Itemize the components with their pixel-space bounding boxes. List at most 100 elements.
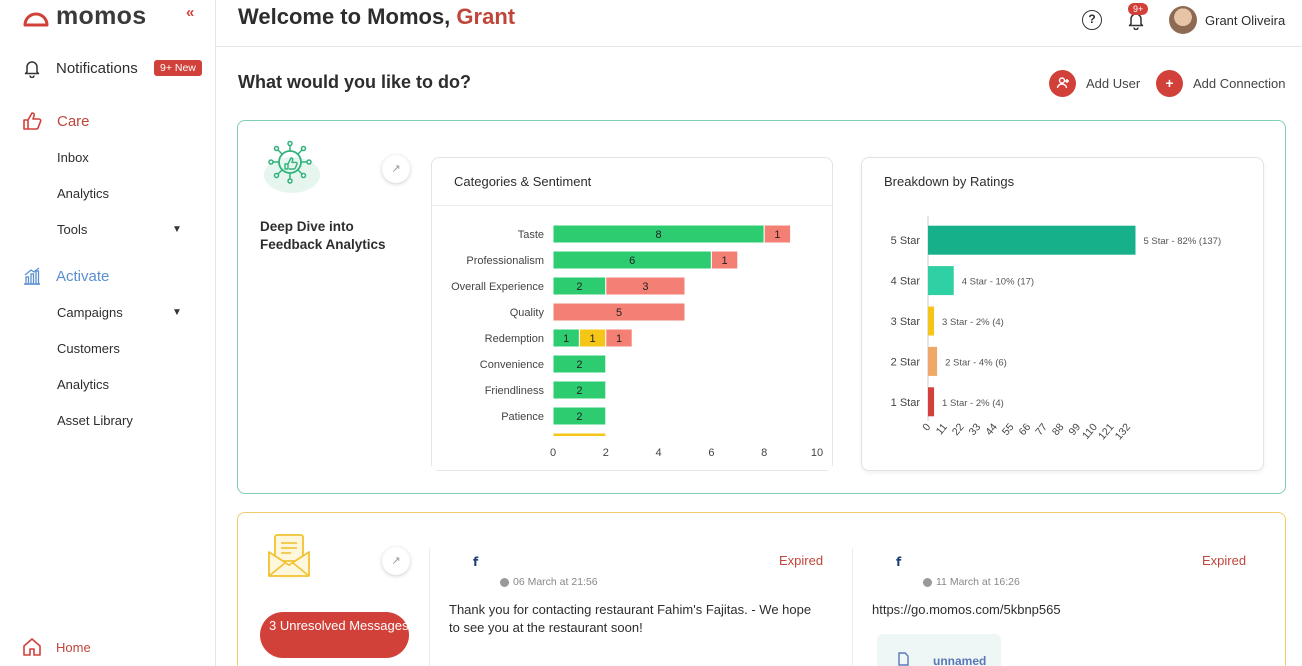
avatar[interactable] — [1169, 6, 1197, 34]
status-badge: Expired — [779, 553, 824, 568]
logo[interactable]: momos — [22, 2, 146, 31]
bar-segment-negative — [605, 328, 633, 348]
bell-icon — [24, 61, 40, 78]
bar-chart-icon — [24, 267, 40, 285]
message-date-text: 06 March at 21:56 — [513, 576, 598, 588]
rating-bar-label: 4 Star - 10% (17) — [962, 277, 1034, 288]
notification-count-badge: 9+ — [1128, 3, 1149, 15]
help-icon[interactable]: ? — [1082, 10, 1102, 30]
sidebar-item-care[interactable]: Care — [22, 111, 90, 131]
bar-segment-positive — [552, 380, 607, 400]
x-tick-label: 88 — [1050, 421, 1067, 438]
x-tick-label: 121 — [1096, 421, 1117, 442]
sidebar-item-home[interactable]: Home — [22, 637, 91, 657]
message-card[interactable] — [852, 548, 1262, 666]
sidebar-item-tools[interactable]: Tools — [57, 222, 88, 237]
sidebar-item-care-analytics[interactable]: Analytics — [57, 186, 110, 201]
sidebar-item-activate-analytics[interactable]: Analytics — [57, 377, 110, 392]
plot-clip-mask — [432, 436, 832, 470]
rating-bar — [928, 266, 954, 296]
feedback-card-title: Deep Dive into Feedback Analytics — [260, 219, 386, 252]
chevron-down-icon[interactable]: ▼ — [172, 307, 182, 318]
message-text: Thank you for contacting restaurant Fahi… — [449, 602, 812, 635]
bar-value-label: 1 — [563, 333, 569, 345]
bar-value-label: 1 — [774, 229, 780, 241]
sidebar-item-label: Notifications — [56, 59, 138, 77]
rating-category-label: 2 Star — [891, 356, 921, 368]
brand-name: momos — [56, 2, 147, 30]
panel-divider — [432, 205, 832, 206]
expand-icon[interactable]: ↗ — [382, 155, 410, 183]
x-tick-label: 11 — [934, 421, 950, 437]
sidebar-item-activate[interactable]: Activate — [22, 266, 109, 286]
category-label: Professionalism — [466, 255, 544, 267]
chevron-down-icon[interactable]: ▼ — [172, 224, 182, 235]
bar-value-label: 8 — [656, 229, 662, 241]
x-tick-label: 0 — [550, 447, 556, 459]
attachment-card[interactable] — [877, 634, 1001, 666]
sidebar-item-inbox[interactable]: Inbox — [57, 150, 89, 165]
feedback-thumbs-network-icon — [264, 140, 320, 193]
welcome-user-name: Grant — [456, 4, 516, 29]
bar-segment-negative — [763, 224, 792, 244]
sidebar-item-label: Home — [56, 639, 91, 655]
collapse-sidebar-icon[interactable]: « — [186, 4, 195, 21]
x-tick-label: 10 — [811, 447, 823, 459]
bar-value-label: 5 — [616, 307, 622, 319]
message-link[interactable]: https://go.momos.com/5kbnp565 — [872, 602, 1061, 617]
ratings-breakdown-chart: 5 Star 5 Star - 82% (137) 4 Star 4 Star - 1… — [891, 216, 1221, 442]
sidebar-item-campaigns[interactable]: Campaigns — [57, 305, 123, 320]
bar-segment-negative — [605, 276, 686, 296]
bar-value-label: 3 — [642, 281, 648, 293]
unresolved-messages-card[interactable] — [237, 512, 1286, 666]
x-tick-label: 6 — [708, 447, 714, 459]
category-label: Convenience — [480, 359, 544, 371]
categories-sentiment-chart: Taste 8 1 Professionalism 6 1 Overall Experien… — [432, 224, 832, 470]
categories-sentiment-panel: Categories & Sentiment Taste 8 1 Profession… — [431, 157, 833, 471]
x-tick-label: 33 — [967, 421, 984, 438]
chart-title: Breakdown by Ratings — [884, 174, 1015, 189]
message-card[interactable] — [429, 548, 839, 666]
facebook-icon: f — [473, 555, 479, 569]
file-icon — [898, 652, 909, 666]
category-label: Taste — [518, 229, 544, 241]
message-date: 06 March at 21:56 — [500, 576, 598, 588]
add-connection-button[interactable]: + Add Connection — [1156, 70, 1286, 97]
user-name[interactable]: Grant Oliveira — [1205, 13, 1286, 28]
sidebar-item-label: Care — [57, 112, 90, 130]
feedback-analytics-card[interactable] — [237, 120, 1286, 494]
rating-category-label: 5 Star — [891, 235, 921, 247]
unresolved-messages-button[interactable]: 3 Unresolved Messages — [260, 612, 409, 658]
add-user-button[interactable]: Add User — [1049, 70, 1140, 97]
plus-icon: + — [1156, 70, 1183, 97]
envelope-letter-icon — [268, 534, 310, 578]
welcome-text: Welcome to Momos, — [238, 4, 451, 29]
x-tick-label: 22 — [950, 421, 967, 438]
add-user-label: Add User — [1086, 76, 1141, 91]
rating-category-label: 4 Star — [891, 276, 921, 288]
sidebar: momos « Notifications 9+ New Care Inbox … — [0, 0, 216, 666]
x-tick-label: 44 — [983, 421, 1000, 438]
category-label: Overall Experience — [451, 281, 544, 293]
sidebar-item-label: Activate — [56, 267, 110, 285]
clock-icon — [923, 577, 932, 587]
bar-segment-positive — [552, 354, 607, 374]
rating-bar-label: 5 Star - 82% (137) — [1143, 236, 1221, 247]
sidebar-item-customers[interactable]: Customers — [57, 341, 120, 356]
x-tick-label: 110 — [1080, 421, 1100, 442]
sidebar-item-asset-library[interactable]: Asset Library — [57, 413, 133, 428]
add-user-icon — [1049, 70, 1076, 97]
expand-icon[interactable]: ↗ — [382, 547, 410, 575]
bar-segment-negative — [710, 250, 739, 270]
facebook-icon: f — [896, 555, 902, 569]
thumbs-up-icon — [23, 112, 42, 130]
sidebar-item-notifications[interactable]: Notifications — [22, 58, 138, 78]
rating-bar — [928, 387, 935, 417]
add-connection-label: Add Connection — [1193, 76, 1286, 91]
rating-bar — [928, 225, 1136, 255]
x-tick-label: 4 — [656, 447, 662, 459]
x-tick-label: 8 — [761, 447, 767, 459]
category-label: Redemption — [485, 333, 544, 345]
category-label: Quality — [510, 307, 545, 319]
